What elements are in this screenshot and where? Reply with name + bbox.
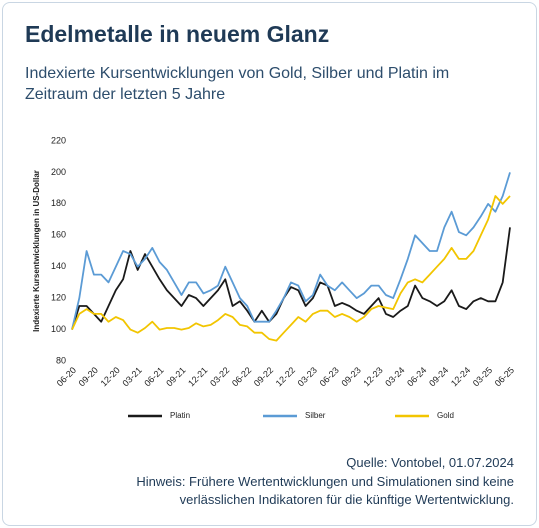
- x-tick-label: 03-24: [383, 365, 406, 388]
- x-tick-label: 03-23: [296, 365, 319, 388]
- x-tick-label: 06-25: [493, 365, 516, 388]
- y-tick-label: 140: [51, 261, 66, 271]
- y-tick-label: 120: [51, 293, 66, 303]
- x-tick-label: 03-25: [471, 365, 494, 388]
- x-tick-label: 09-23: [339, 365, 362, 388]
- subtitle: Indexierte Kursentwicklungen von Gold, S…: [25, 65, 450, 103]
- legend-label: Gold: [437, 411, 454, 420]
- x-tick-label: 06-24: [405, 365, 428, 388]
- title: Edelmetalle in neuem Glanz: [25, 21, 330, 47]
- x-tick-label: 03-21: [120, 365, 143, 388]
- x-tick-label: 12-24: [449, 365, 472, 388]
- x-tick-label: 06-23: [318, 365, 341, 388]
- x-tick-label: 12-20: [99, 365, 122, 388]
- x-tick-label: 12-23: [361, 365, 384, 388]
- x-tick-label: 09-21: [164, 365, 187, 388]
- source: Quelle: Vontobel, 01.07.2024: [346, 455, 514, 470]
- x-tick-label: 12-22: [274, 365, 297, 388]
- y-tick-label: 180: [51, 198, 66, 208]
- x-tick-label: 06-21: [142, 365, 165, 388]
- x-tick-label: 06-20: [55, 365, 78, 388]
- x-tick-label: 09-22: [252, 365, 275, 388]
- y-tick-label: 100: [51, 324, 66, 334]
- note: Hinweis: Frühere Wertentwicklungen und S…: [136, 474, 514, 507]
- legend-label: Platin: [170, 411, 190, 420]
- y-tick-label: 80: [56, 355, 66, 365]
- y-tick-label: 220: [51, 135, 66, 145]
- x-tick-label: 09-24: [427, 365, 450, 388]
- x-tick-label: 12-21: [186, 365, 209, 388]
- chart: Indexierte Kursentwicklungen in US-Dolla…: [32, 135, 516, 420]
- x-tick-label: 06-22: [230, 365, 253, 388]
- y-tick-label: 160: [51, 230, 66, 240]
- line-0: [71, 227, 511, 330]
- line-2: [71, 195, 511, 342]
- y-axis-label: Indexierte Kursentwicklungen in US-Dolla…: [32, 170, 41, 332]
- line-1: [71, 172, 511, 330]
- legend-label: Silber: [305, 411, 326, 420]
- y-tick-label: 200: [51, 167, 66, 177]
- x-tick-label: 09-20: [77, 365, 100, 388]
- x-tick-label: 03-22: [208, 365, 231, 388]
